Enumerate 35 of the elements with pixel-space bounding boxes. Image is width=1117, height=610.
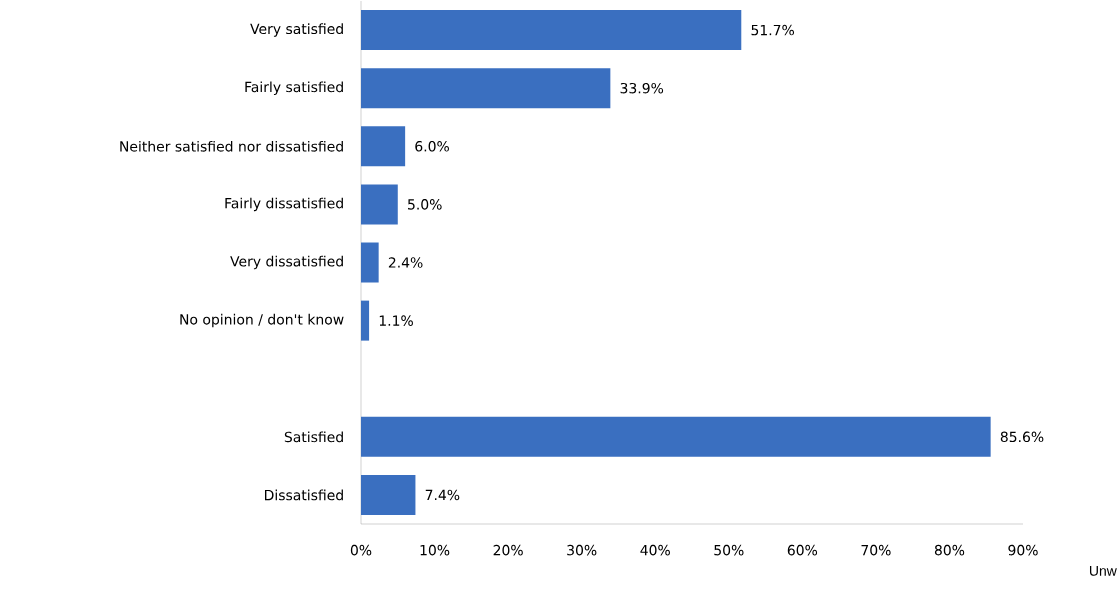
text: Unw [1089,566,1117,576]
y-tick-label: No opinion / don't know [180,313,344,328]
y-tick-label: Dissatisfied [265,489,343,501]
x-tick-label: 80% [934,544,965,556]
bar [361,416,991,457]
y-tick-label: Satisfied [284,431,343,443]
data-label: 6.0% [415,141,449,152]
x-tick-label: 90% [1008,544,1038,556]
data-label: 2.4% [388,257,423,268]
data-label: 1.1% [379,315,413,326]
bar [361,474,416,515]
data-label: 7.4% [425,489,460,501]
bar [361,184,398,225]
x-tick-label: 0% [350,544,372,556]
bar [361,300,370,341]
x-tick-label: 30% [567,544,597,556]
x-tick-label: 60% [787,544,818,556]
bar [361,10,742,51]
x-tick-label: 10% [420,544,450,556]
bar [361,242,379,283]
y-tick-label: Fairly dissatisfied [225,197,343,212]
y-tick-label: Very satisfied [250,23,343,37]
bar [361,68,611,109]
data-label: 5.0% [408,199,442,210]
data-label: 51.7% [751,24,795,36]
data-label: 33.9% [620,82,664,94]
x-tick-label: 50% [714,544,744,556]
x-tick-label: 70% [861,544,891,556]
y-tick-label: Very dissatisfied [230,255,343,270]
data-label: 85.6% [1000,431,1044,443]
y-tick-label: Neither satisfied nor dissatisfied [120,140,343,152]
y-tick-label: Fairly satisfied [245,81,343,95]
x-tick-label: 20% [493,544,523,556]
bar [361,126,406,167]
x-tick-label: 40% [640,544,670,556]
